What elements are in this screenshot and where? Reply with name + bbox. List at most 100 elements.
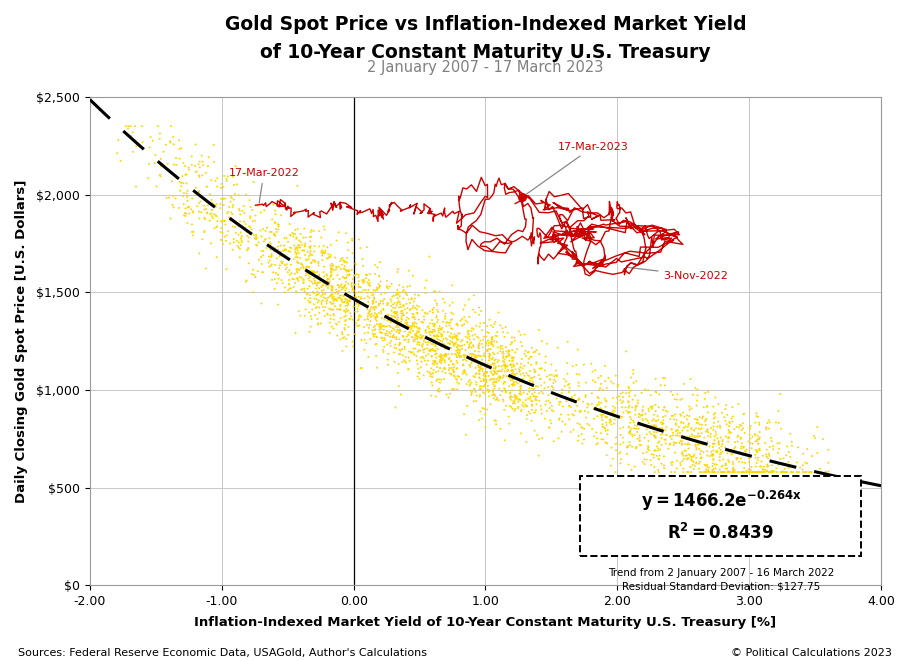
Point xyxy=(379,276,394,286)
Point xyxy=(406,270,420,281)
Point xyxy=(534,404,549,414)
Point xyxy=(204,175,218,186)
Point xyxy=(379,330,393,340)
Point xyxy=(340,300,355,311)
Point xyxy=(337,282,351,293)
Point xyxy=(670,389,684,399)
Point xyxy=(251,237,266,248)
Point xyxy=(378,329,392,339)
Point xyxy=(281,246,296,256)
Point xyxy=(410,328,424,338)
Point xyxy=(680,450,694,461)
Point xyxy=(615,402,630,412)
Point xyxy=(490,373,505,383)
Point xyxy=(312,307,327,318)
Point xyxy=(369,314,383,325)
Point xyxy=(565,361,580,371)
Point xyxy=(410,371,425,381)
Point xyxy=(425,327,440,338)
Point xyxy=(343,294,358,305)
Point xyxy=(470,331,484,342)
Point xyxy=(490,394,504,405)
Point xyxy=(267,200,281,210)
Point xyxy=(596,434,611,445)
Point xyxy=(301,270,316,280)
Point xyxy=(742,464,756,475)
Point xyxy=(742,467,756,477)
Point xyxy=(282,279,297,290)
Point xyxy=(810,422,824,432)
Point xyxy=(714,467,729,477)
Point xyxy=(424,363,439,373)
Point xyxy=(694,438,709,448)
Point xyxy=(217,171,231,181)
Point xyxy=(598,423,612,434)
Point xyxy=(347,294,361,305)
Point xyxy=(369,284,384,294)
Point xyxy=(196,160,210,171)
Point xyxy=(662,440,677,450)
Point xyxy=(717,467,732,477)
Point xyxy=(749,445,763,455)
Point xyxy=(714,441,729,451)
Point xyxy=(327,291,341,301)
Point xyxy=(295,284,309,294)
Point xyxy=(488,317,502,327)
Point xyxy=(408,334,422,345)
Point xyxy=(172,135,187,145)
Point xyxy=(399,288,413,299)
Point xyxy=(400,317,415,328)
Point xyxy=(239,226,254,237)
Point xyxy=(486,369,501,380)
Point xyxy=(613,389,628,399)
Point xyxy=(434,374,449,385)
Point xyxy=(142,142,157,153)
Point xyxy=(571,381,586,391)
Point xyxy=(339,265,353,276)
Point xyxy=(494,361,509,371)
Point xyxy=(477,388,491,399)
Point xyxy=(450,384,465,395)
Point xyxy=(450,342,464,352)
Point xyxy=(444,307,459,318)
Point xyxy=(450,352,464,362)
Point xyxy=(478,409,492,420)
Point xyxy=(289,264,304,274)
Point xyxy=(389,290,403,301)
Point xyxy=(571,344,585,355)
Point xyxy=(455,334,470,345)
Point xyxy=(438,351,452,362)
Point xyxy=(644,403,659,413)
Point xyxy=(487,366,501,376)
Point xyxy=(207,200,221,210)
Point xyxy=(396,282,410,292)
Point xyxy=(497,371,511,381)
Point xyxy=(424,377,439,388)
Point xyxy=(282,242,297,253)
Point xyxy=(118,128,133,138)
Point xyxy=(424,332,439,343)
Point xyxy=(182,165,197,175)
Point xyxy=(475,403,490,413)
Point xyxy=(397,334,411,345)
Text: 2 January 2007 - 17 March 2023: 2 January 2007 - 17 March 2023 xyxy=(368,60,603,75)
Point xyxy=(487,319,501,329)
Point xyxy=(622,397,636,408)
Point xyxy=(761,453,775,463)
Point xyxy=(396,350,410,361)
Point xyxy=(713,445,728,455)
Point xyxy=(773,438,787,448)
Point xyxy=(493,341,508,352)
Point xyxy=(296,233,310,243)
Point xyxy=(507,369,521,379)
Point xyxy=(604,419,619,430)
Point xyxy=(703,441,717,451)
Point xyxy=(575,438,590,449)
Point xyxy=(455,321,470,331)
Point xyxy=(763,467,777,477)
Point xyxy=(351,276,366,286)
Point xyxy=(302,327,317,337)
Point xyxy=(476,387,490,397)
Point xyxy=(469,379,483,390)
Point xyxy=(683,467,698,477)
